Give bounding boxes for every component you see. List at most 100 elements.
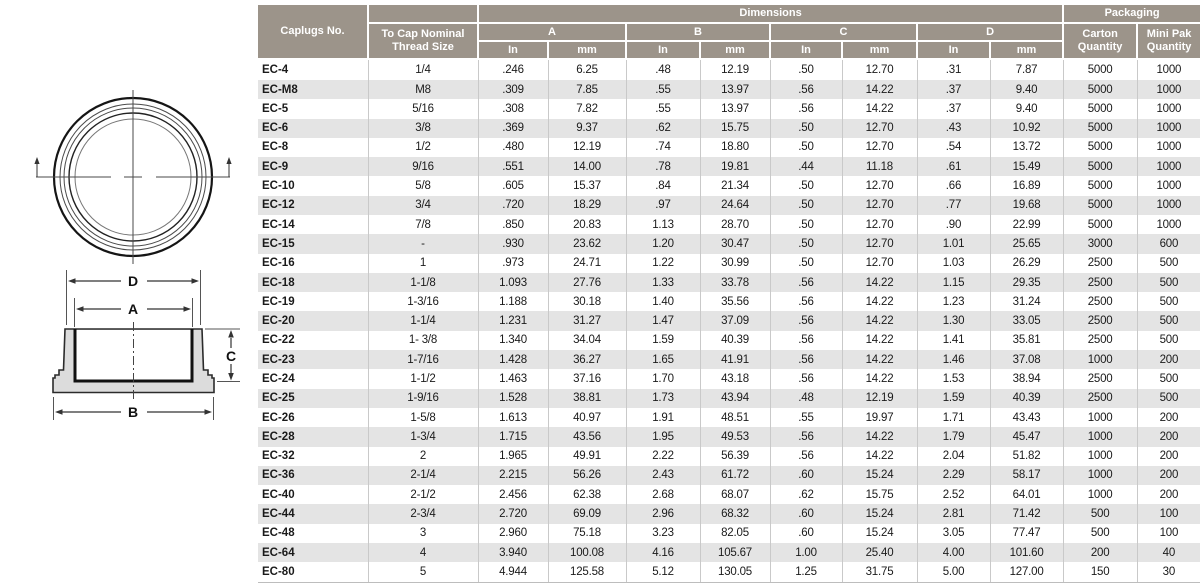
- value-cell: .97: [626, 195, 701, 215]
- table-row: EC-10 5/8.605 15.37.84 21.34.50 12.70.66 16.8…: [258, 176, 1200, 196]
- value-cell: 4.944: [478, 562, 549, 583]
- caplugs-no-cell: EC-10: [258, 176, 369, 196]
- col-header-dim-a: A: [477, 22, 627, 42]
- value-cell: 1.340: [478, 330, 549, 351]
- value-cell: .56: [770, 79, 843, 100]
- value-cell: 2.960: [478, 523, 549, 544]
- caplugs-no-cell: EC-6: [258, 118, 369, 138]
- table-row: EC-9 9/16.551 14.00.78 19.81.44 11.18.61 15.4…: [258, 157, 1200, 177]
- value-cell: 2500: [1063, 330, 1138, 351]
- value-cell: .309: [478, 79, 549, 100]
- value-cell: 58.17: [990, 465, 1064, 486]
- caplugs-no-cell: EC-4: [258, 59, 369, 80]
- value-cell: 1000: [1156, 83, 1182, 96]
- value-cell: 29.35: [990, 272, 1064, 293]
- value-cell: 14.22: [842, 311, 918, 331]
- left-arrow-icon: [55, 409, 63, 415]
- table-row: EC-14 7/8.850 20.83 1.13 28.70.50 12.70.90 22.…: [258, 214, 1200, 235]
- value-cell: 16.89: [990, 176, 1064, 196]
- value-cell: 500: [1159, 392, 1179, 405]
- value-cell: 38.94: [990, 369, 1064, 389]
- table-row: EC-80 5 4.944 125.58 5.12 130.05 1.25 31.75 5.00…: [258, 562, 1200, 583]
- value-cell: 43.56: [548, 427, 627, 447]
- value-cell: 49.91: [548, 446, 627, 466]
- value-cell: 5000: [1063, 195, 1138, 215]
- value-cell: 3.05: [917, 523, 991, 544]
- value-cell: .55: [626, 79, 701, 100]
- value-cell: 1.01: [917, 234, 991, 254]
- value-cell: 15.49: [990, 157, 1064, 177]
- value-cell: 37.09: [700, 311, 771, 331]
- value-cell: 12.70: [842, 253, 918, 273]
- value-cell: 1000: [1156, 199, 1182, 212]
- value-cell: 1.231: [478, 311, 549, 331]
- value-cell: .66: [917, 176, 991, 196]
- thread-size-line2: Thread Size: [392, 41, 454, 53]
- value-cell: .930: [478, 234, 549, 254]
- value-cell: 1: [368, 253, 479, 273]
- value-cell: 75.18: [548, 523, 627, 544]
- value-cell: .50: [770, 234, 843, 254]
- value-cell: 2: [368, 446, 479, 466]
- value-cell: -: [368, 234, 479, 254]
- value-cell: 62.38: [548, 485, 627, 505]
- table-body: EC-4 1/4.246 6.25.48 12.19.50 12.70.31 7.87 50…: [258, 59, 1200, 583]
- value-cell: 15.24: [842, 465, 918, 486]
- value-cell: 41.91: [700, 350, 771, 370]
- caplugs-no-cell: EC-64: [258, 543, 369, 563]
- value-cell: .90: [917, 214, 991, 235]
- right-arrow-icon: [191, 278, 199, 284]
- value-cell: .50: [770, 59, 843, 80]
- value-cell: 500: [1063, 523, 1138, 544]
- table-row: EC-40 2-1/2 2.456 62.38 2.68 68.07.62 15.75 2.5…: [258, 485, 1200, 505]
- caplugs-no-cell: EC-36: [258, 465, 369, 486]
- spec-table-container: Caplugs No. Dimensions Packaging To Cap …: [258, 5, 1200, 583]
- value-cell: 43.18: [700, 369, 771, 389]
- caplugs-no-cell: EC-23: [258, 350, 369, 370]
- value-cell: 7.87: [990, 59, 1064, 80]
- value-cell: 2.52: [917, 485, 991, 505]
- value-cell: 30: [1137, 562, 1200, 583]
- value-cell: 150: [1063, 562, 1138, 583]
- value-cell: 127.00: [990, 562, 1064, 583]
- table-row: EC-19 1-3/16 1.188 30.18 1.40 35.56.56 14.22 1.…: [258, 292, 1200, 312]
- value-cell: 500: [1159, 295, 1179, 308]
- value-cell: 1.59: [626, 330, 701, 351]
- value-cell: 82.05: [700, 523, 771, 544]
- value-cell: 200: [1063, 543, 1138, 563]
- value-cell: 11.18: [842, 157, 918, 177]
- value-cell: 3/8: [368, 118, 479, 138]
- table-row: EC-23 1-7/16 1.428 36.27 1.65 41.91.56 14.22 1.…: [258, 350, 1200, 370]
- value-cell: 9.37: [548, 118, 627, 138]
- carton-line2: Quantity: [1077, 41, 1123, 53]
- value-cell: 600: [1159, 237, 1179, 250]
- value-cell: 200: [1159, 450, 1179, 463]
- right-arrow-icon: [183, 306, 191, 312]
- value-cell: .605: [478, 176, 549, 196]
- value-cell: .246: [478, 59, 549, 80]
- value-cell: 14.22: [842, 330, 918, 351]
- col-header-a-mm: mm: [547, 40, 627, 60]
- value-cell: 125.58: [548, 562, 627, 583]
- table-row: EC-28 1-3/4 1.715 43.56 1.95 49.53.56 14.22 1.7…: [258, 427, 1200, 447]
- col-header-caplugs-no: Caplugs No.: [258, 5, 369, 60]
- value-cell: 6.25: [548, 59, 627, 80]
- value-cell: .44: [770, 157, 843, 177]
- caplugs-no-cell: EC-20: [258, 311, 369, 331]
- col-header-thread-size: To Cap Nominal Thread Size: [367, 22, 479, 60]
- table-row: EC-18 1-1/8 1.093 27.76 1.33 33.78.56 14.22 1.1…: [258, 272, 1200, 293]
- value-cell: 100.08: [548, 543, 627, 563]
- value-cell: 1.463: [478, 369, 549, 389]
- caplugs-no-cell: EC-8: [258, 137, 369, 158]
- value-cell: 18.80: [700, 137, 771, 158]
- value-cell: 21.34: [700, 176, 771, 196]
- value-cell: 1.47: [626, 311, 701, 331]
- table-row: EC-25 1-9/16 1.528 38.81 1.73 43.94.48 12.19 1.…: [258, 388, 1200, 408]
- caplugs-no-cell: EC-80: [258, 562, 369, 583]
- value-cell: .50: [770, 137, 843, 158]
- value-cell: 2.81: [917, 504, 991, 524]
- value-cell: .62: [626, 118, 701, 138]
- header-spacer: [367, 5, 479, 24]
- value-cell: 40.97: [548, 407, 627, 428]
- value-cell: 1.73: [626, 388, 701, 408]
